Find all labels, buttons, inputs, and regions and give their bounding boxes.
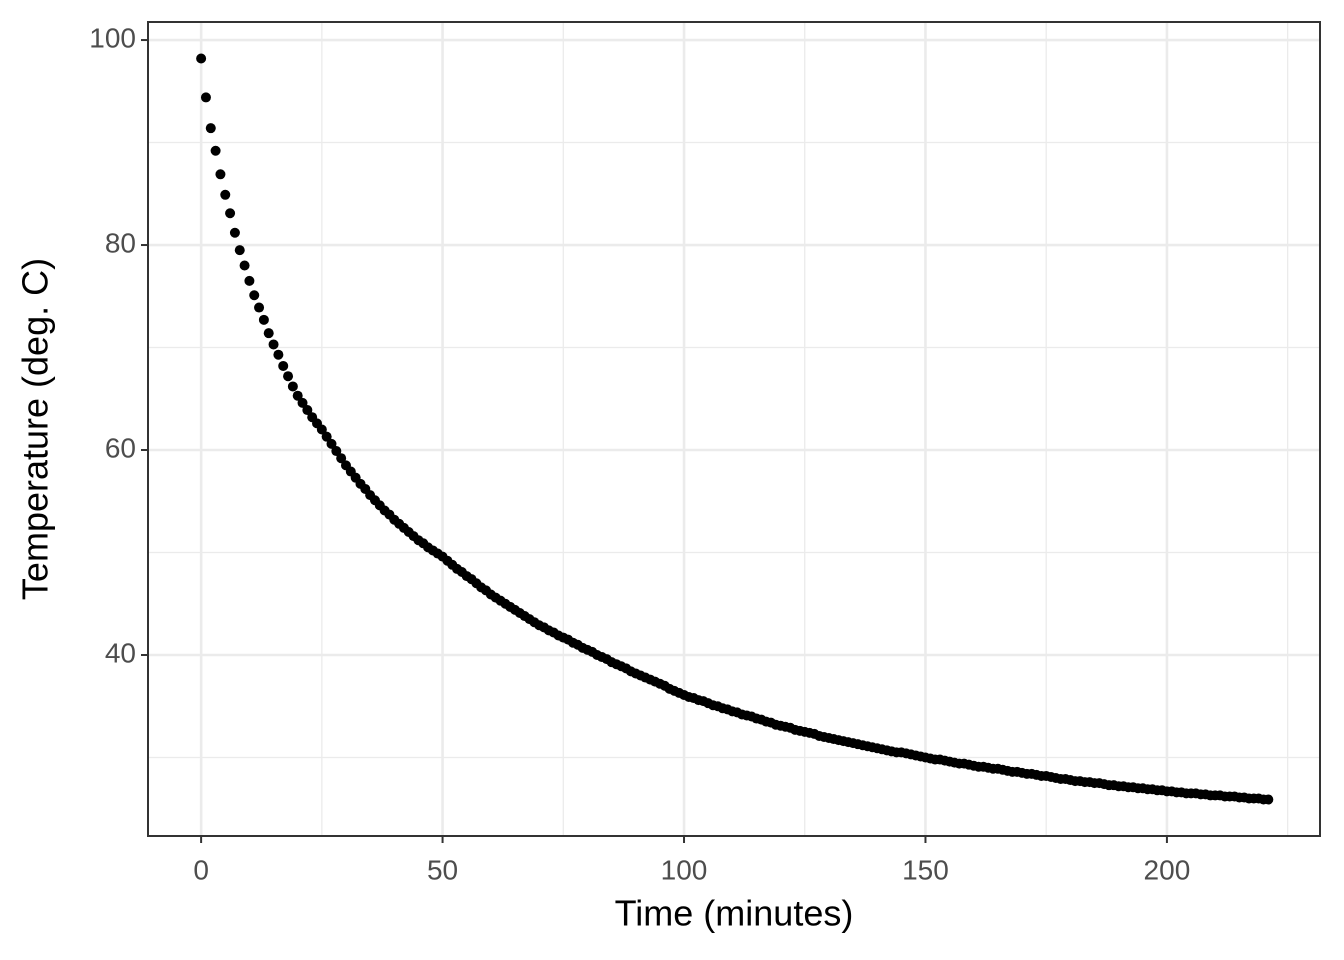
point [254, 302, 265, 313]
point [239, 260, 250, 271]
point [336, 453, 347, 464]
point [292, 390, 303, 401]
point [249, 290, 260, 301]
point [234, 245, 245, 256]
x-tick-label: 150 [902, 854, 949, 885]
point [331, 446, 342, 457]
point [1263, 794, 1274, 805]
point [205, 123, 216, 134]
x-tick-label: 100 [661, 854, 708, 885]
panel-border [147, 21, 1321, 837]
point [200, 92, 211, 103]
point [225, 208, 236, 219]
point [244, 275, 255, 286]
point [283, 371, 294, 382]
y-tick-label: 40 [105, 637, 136, 668]
point [215, 169, 226, 180]
x-tick-label: 50 [427, 854, 458, 885]
x-tick-label: 0 [193, 854, 209, 885]
point [302, 405, 313, 416]
point [263, 328, 274, 339]
y-tick-label: 100 [89, 22, 136, 53]
y-axis-title: Temperature (deg. C) [15, 258, 56, 600]
point [316, 424, 327, 435]
point [196, 53, 207, 64]
point [287, 381, 298, 392]
point [326, 438, 337, 449]
point [273, 349, 284, 360]
y-tick-label: 80 [105, 227, 136, 258]
point [210, 145, 221, 156]
point [297, 397, 308, 408]
x-axis-title: Time (minutes) [615, 893, 854, 934]
x-tick-label: 200 [1144, 854, 1191, 885]
point [229, 227, 240, 238]
point [278, 360, 289, 371]
point [268, 339, 279, 350]
point [220, 189, 231, 200]
point [321, 431, 332, 442]
y-tick-label: 60 [105, 432, 136, 463]
point [258, 314, 269, 325]
